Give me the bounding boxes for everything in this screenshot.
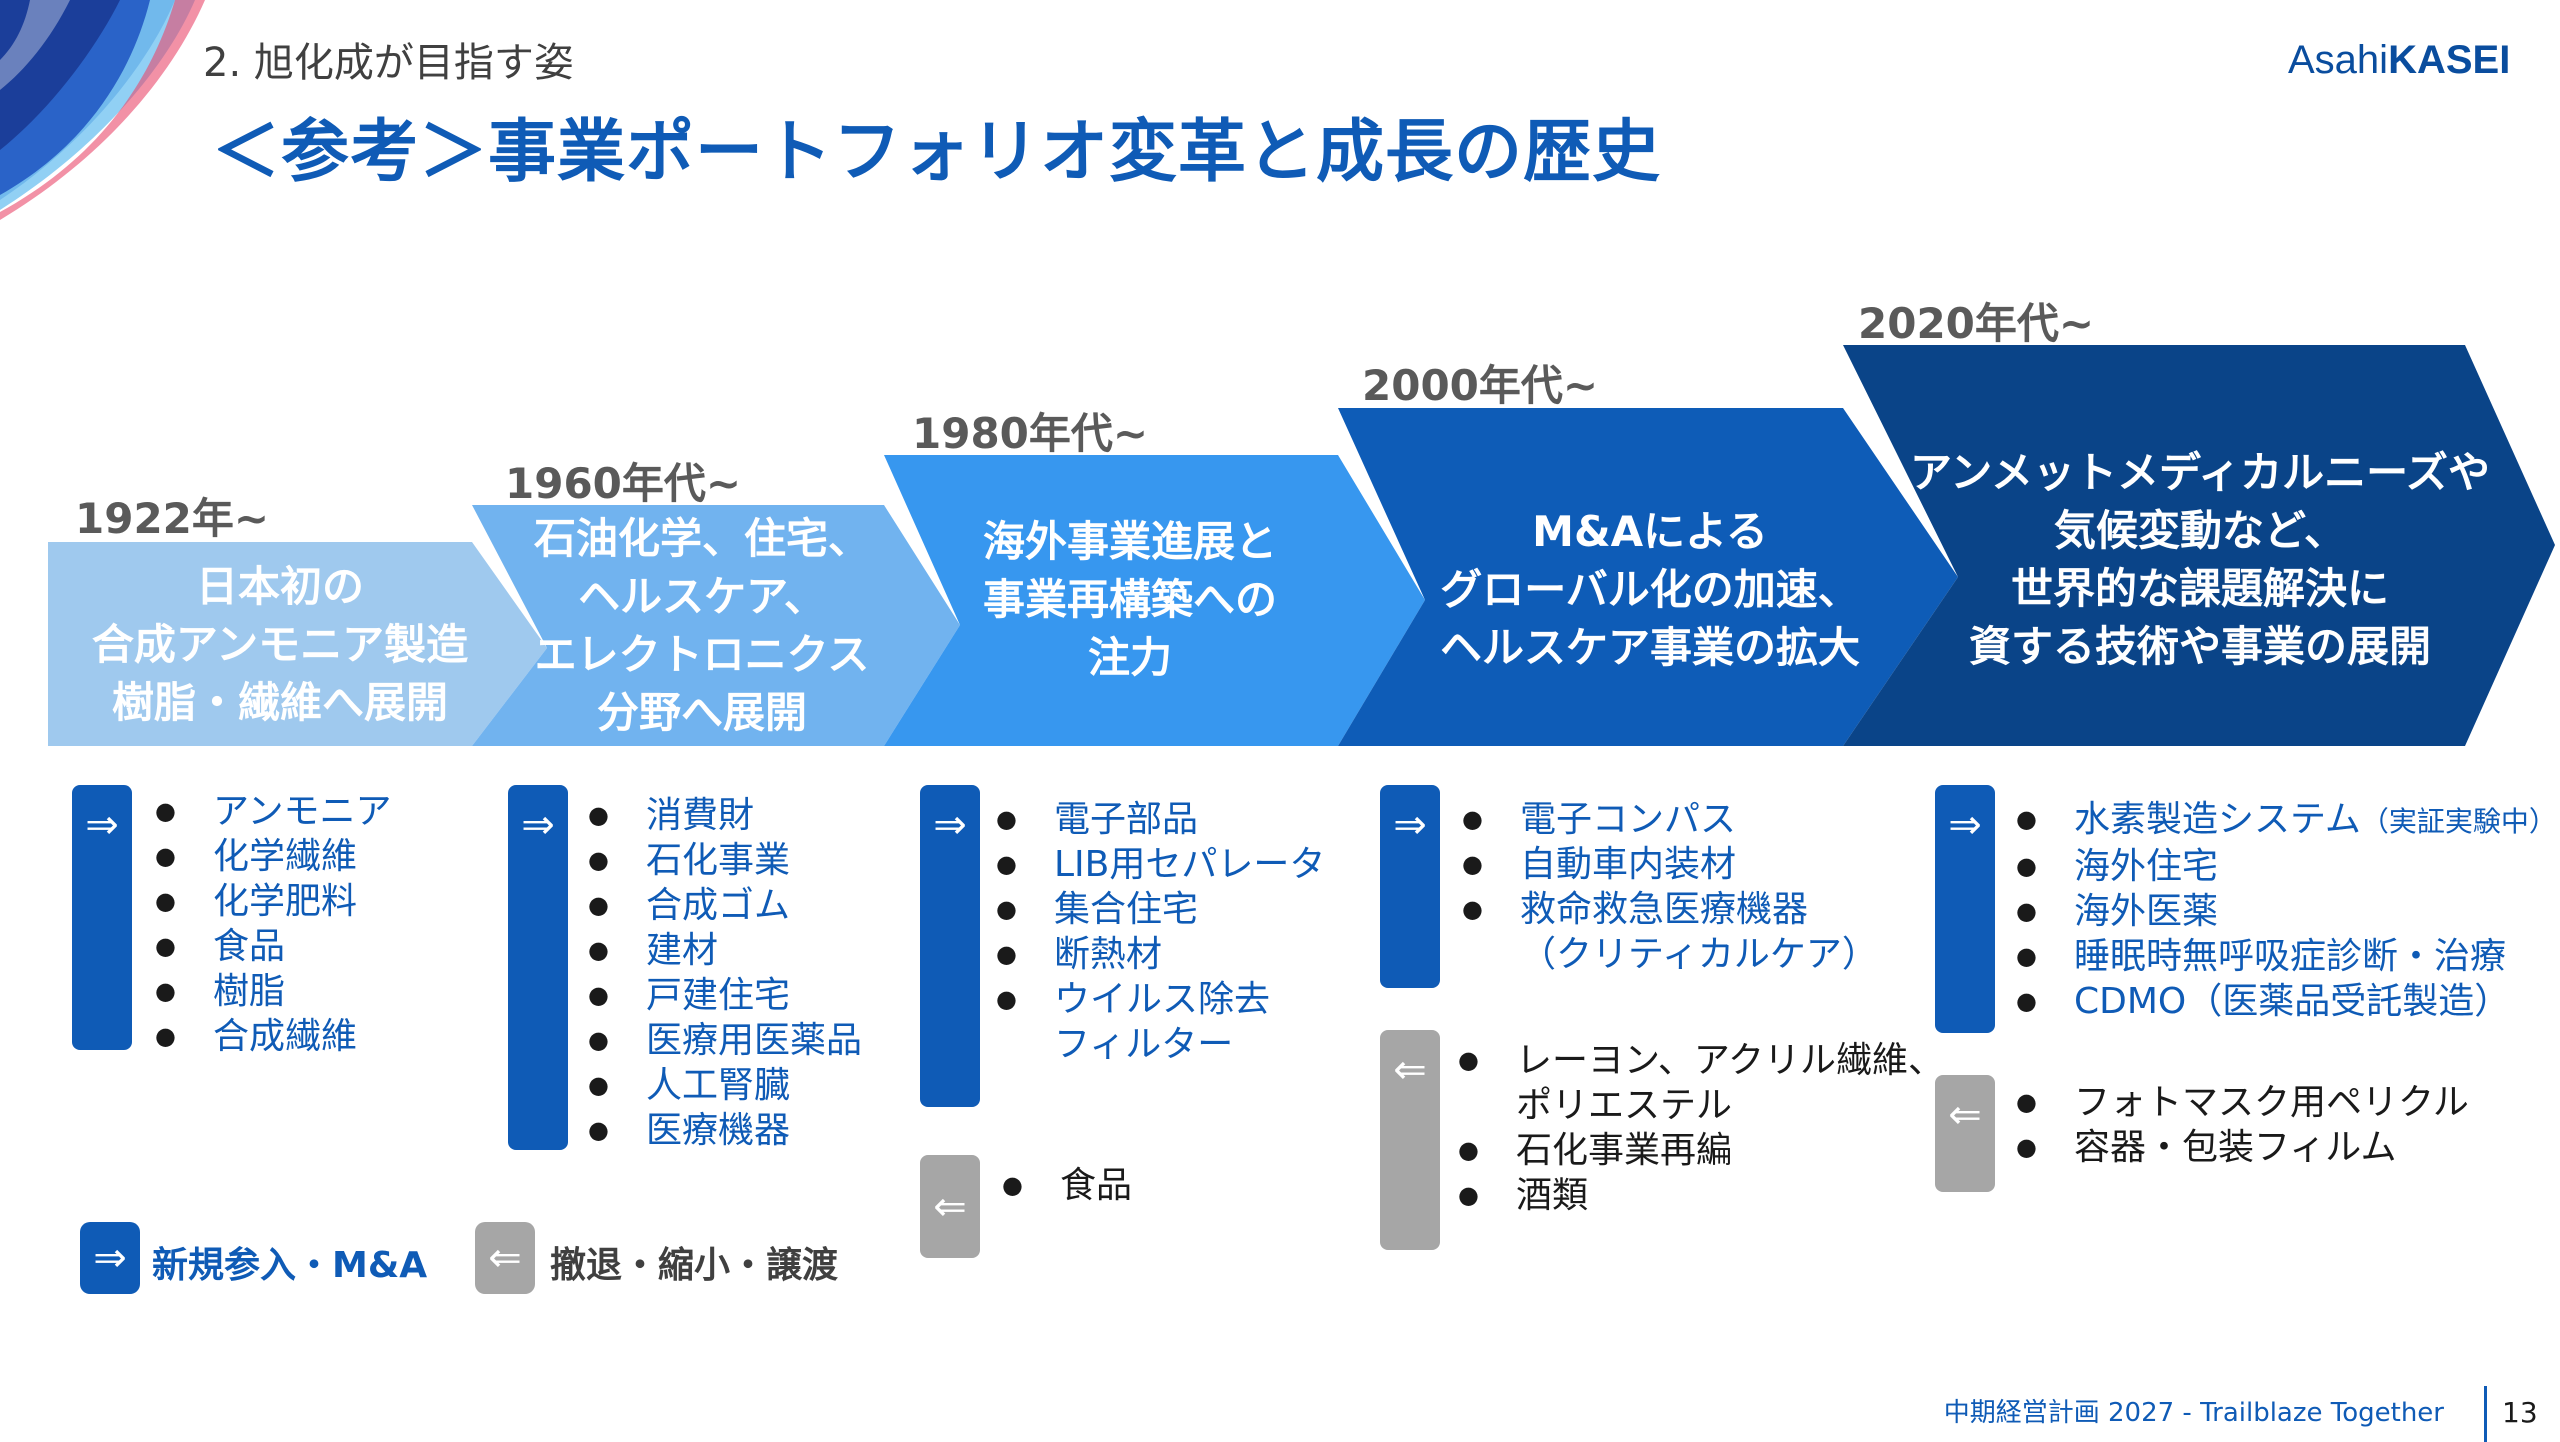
left-arrow-icon: ⇐ <box>933 1184 967 1230</box>
list-item: 集合住宅 <box>996 887 1325 932</box>
era-text-2000: M&Aによる グローバル化の加速、 ヘルスケア事業の拡大 <box>1439 507 1860 672</box>
right-arrow-icon: ⇒ <box>1393 802 1427 848</box>
era-year-1960: 1960年代~ <box>505 459 742 508</box>
page-number: 13 <box>2502 1396 2538 1429</box>
list-item: 酒類 <box>1458 1173 1944 1218</box>
exit-bar-2000: ⇐ <box>1380 1030 1440 1250</box>
era-chevron-1922 <box>48 542 547 746</box>
list-item: 救命救急医療機器 （クリティカルケア） <box>1462 887 1878 977</box>
entry-list-1980: 電子部品 LIB用セパレータ 集合住宅 断熱材 ウイルス除去 フィルター <box>996 797 1325 1067</box>
entry-list-1960: 消費財 石化事業 合成ゴム 建材 戸建住宅 医療用医薬品 人工腎臓 医療機器 <box>588 793 862 1153</box>
entry-list-2000: 電子コンパス 自動車内装材 救命救急医療機器 （クリティカルケア） <box>1462 797 1878 977</box>
list-item: 建材 <box>588 928 862 973</box>
list-item: 海外医薬 <box>2016 889 2557 934</box>
logo-text-bold: KASEI <box>2388 38 2511 82</box>
left-arrow-icon: ⇐ <box>1948 1092 1982 1138</box>
footer-divider <box>2484 1386 2487 1442</box>
list-item: 化学繊維 <box>155 834 392 879</box>
list-item: 容器・包装フィルム <box>2016 1125 2469 1170</box>
entry-bar-1960: ⇒ <box>508 785 568 1150</box>
list-item: 断熱材 <box>996 932 1325 977</box>
list-item: 石化事業 <box>588 838 862 883</box>
right-arrow-icon: ⇒ <box>1948 802 1982 848</box>
era-chevron-1980 <box>884 455 1425 746</box>
era-year-2000: 2000年代~ <box>1362 361 1599 410</box>
list-item: アンモニア <box>155 789 392 834</box>
list-item: 石化事業再編 <box>1458 1128 1944 1173</box>
era-text-1960: 石油化学、住宅、 ヘルスケア、 エレクトロニクス 分野へ展開 <box>533 514 870 737</box>
legend-exit-label: 撤退・縮小・譲渡 <box>550 1245 839 1286</box>
list-item: 食品 <box>1002 1163 1132 1208</box>
era-year-1980: 1980年代~ <box>912 409 1149 458</box>
right-arrow-icon: ⇒ <box>521 802 555 848</box>
company-logo: AsahiKASEI <box>2288 38 2510 83</box>
entry-bar-2000: ⇒ <box>1380 785 1440 988</box>
list-item: 医療用医薬品 <box>588 1018 862 1063</box>
era-timeline <box>48 345 2555 746</box>
exit-bar-1980: ⇐ <box>920 1155 980 1258</box>
right-arrow-icon: ⇒ <box>85 802 119 848</box>
list-item: 樹脂 <box>155 969 392 1014</box>
list-item: 人工腎臓 <box>588 1063 862 1108</box>
era-year-2020: 2020年代~ <box>1858 299 2095 348</box>
era-chevron-2020 <box>1843 345 2555 746</box>
item-note: （実証実験中） <box>2360 805 2557 838</box>
exit-list-2020: フォトマスク用ペリクル 容器・包装フィルム <box>2016 1080 2469 1170</box>
era-chevron-2000 <box>1338 408 1958 746</box>
list-item: 水素製造システム（実証実験中） <box>2016 797 2557 844</box>
list-item: 電子コンパス <box>1462 797 1878 842</box>
list-item: フォトマスク用ペリクル <box>2016 1080 2469 1125</box>
era-text-2020: アンメットメディカルニーズや 気候変動など、 世界的な課題解決に 資する技術や事… <box>1909 448 2491 671</box>
legend-entry-icon: ⇒ <box>80 1222 140 1294</box>
footer-text: 中期経営計画 2027 - Trailblaze Together <box>1943 1398 2444 1428</box>
list-item: 合成ゴム <box>588 883 862 928</box>
page-title: ＜参考＞事業ポートフォリオ変革と成長の歴史 <box>212 113 1662 192</box>
list-item: 医療機器 <box>588 1108 862 1153</box>
section-label: 2. 旭化成が目指す姿 <box>203 40 574 86</box>
list-item: レーヨン、アクリル繊維、 ポリエステル <box>1458 1038 1944 1128</box>
list-item: CDMO（医薬品受託製造） <box>2016 979 2557 1024</box>
list-item: 自動車内装材 <box>1462 842 1878 887</box>
exit-list-1980: 食品 <box>1002 1163 1132 1208</box>
era-text-1980: 海外事業進展と 事業再構築への 注力 <box>982 517 1277 682</box>
exit-list-2000: レーヨン、アクリル繊維、 ポリエステル 石化事業再編 酒類 <box>1458 1038 1944 1218</box>
list-item: ウイルス除去 フィルター <box>996 977 1325 1067</box>
list-item: 消費財 <box>588 793 862 838</box>
era-year-1922: 1922年~ <box>75 494 270 543</box>
list-item: 海外住宅 <box>2016 844 2557 889</box>
entry-list-1922: アンモニア 化学繊維 化学肥料 食品 樹脂 合成繊維 <box>155 789 392 1059</box>
list-item: 合成繊維 <box>155 1014 392 1059</box>
right-arrow-icon: ⇒ <box>933 802 967 848</box>
legend-entry-label: 新規参入・M&A <box>152 1245 428 1286</box>
era-chevron-1960 <box>472 505 960 746</box>
entry-list-2020: 水素製造システム（実証実験中） 海外住宅 海外医薬 睡眠時無呼吸症診断・治療 C… <box>2016 797 2557 1024</box>
left-arrow-icon: ⇐ <box>1393 1047 1427 1093</box>
list-item: 電子部品 <box>996 797 1325 842</box>
list-item: LIB用セパレータ <box>996 842 1325 887</box>
logo-text-light: Asahi <box>2288 38 2389 82</box>
exit-bar-2020: ⇐ <box>1935 1075 1995 1192</box>
era-text-1922: 日本初の 合成アンモニア製造 樹脂・繊維へ展開 <box>91 562 469 727</box>
entry-bar-1980: ⇒ <box>920 785 980 1107</box>
list-item: 睡眠時無呼吸症診断・治療 <box>2016 934 2557 979</box>
list-item: 食品 <box>155 924 392 969</box>
entry-bar-2020: ⇒ <box>1935 785 1995 1033</box>
list-item: 化学肥料 <box>155 879 392 924</box>
legend-exit-icon: ⇐ <box>475 1222 535 1294</box>
list-item: 戸建住宅 <box>588 973 862 1018</box>
list-item-text: 水素製造システム <box>2074 799 2361 840</box>
entry-bar-1922: ⇒ <box>72 785 132 1050</box>
corner-brush-decoration <box>0 0 205 220</box>
